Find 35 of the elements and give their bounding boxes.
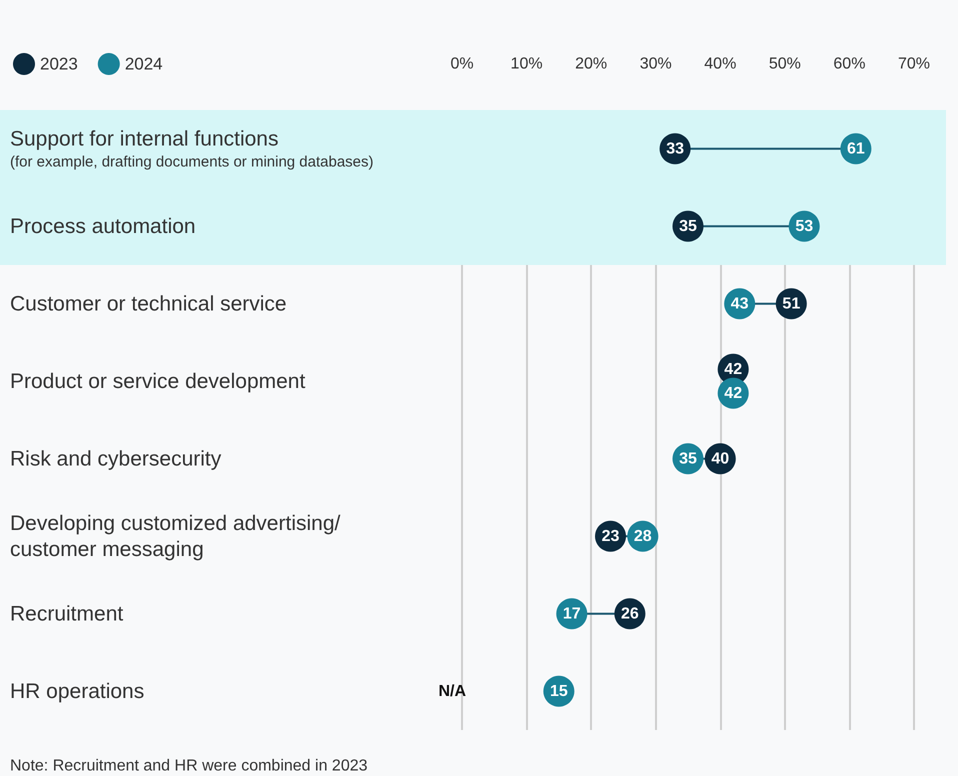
x-tick-label: 0% bbox=[450, 56, 474, 72]
data-label: 61 bbox=[846, 140, 865, 158]
data-label: 51 bbox=[782, 295, 800, 312]
x-tick-label: 70% bbox=[898, 56, 930, 72]
x-tick-label: 10% bbox=[510, 56, 543, 72]
data-label: 23 bbox=[602, 528, 620, 545]
data-label: 43 bbox=[730, 295, 749, 312]
y-tick-label: Developing customized advertising/customer messaging bbox=[10, 512, 341, 561]
y-tick-label: Process automation bbox=[10, 214, 196, 238]
data-label: 28 bbox=[634, 528, 652, 545]
data-label: 42 bbox=[724, 384, 742, 402]
x-tick-label: 60% bbox=[833, 56, 866, 72]
legend-label: 2023 bbox=[40, 54, 78, 74]
data-label: 35 bbox=[679, 218, 697, 235]
x-tick-label: 50% bbox=[768, 56, 801, 72]
y-tick-label: HR operations bbox=[10, 680, 144, 703]
x-tick-label: 30% bbox=[640, 56, 672, 72]
data-label: 33 bbox=[666, 140, 684, 158]
data-label: 42 bbox=[724, 360, 742, 378]
y-tick-label: Customer or technical service bbox=[10, 292, 287, 316]
y-tick-label: Recruitment bbox=[10, 602, 124, 626]
y-tick-label: Risk and cybersecurity bbox=[10, 447, 222, 470]
data-label: 35 bbox=[679, 450, 697, 468]
data-label: 26 bbox=[620, 605, 639, 622]
legend-label: 2024 bbox=[124, 54, 163, 74]
text: N/A bbox=[438, 682, 466, 700]
data-label: 17 bbox=[562, 605, 581, 622]
data-label: 53 bbox=[795, 218, 814, 235]
x-tick-label: 40% bbox=[704, 56, 736, 72]
data-label: 15 bbox=[550, 682, 568, 700]
y-tick-label: Product or service development bbox=[10, 370, 306, 393]
y-tick-label: Support for internal functions (for example, drafting documents or mining databases) bbox=[10, 127, 374, 170]
x-tick-label: 20% bbox=[575, 56, 608, 72]
data-label: 40 bbox=[711, 450, 730, 468]
text: Note: Recruitment and HR were combined in 2023 bbox=[10, 758, 368, 774]
